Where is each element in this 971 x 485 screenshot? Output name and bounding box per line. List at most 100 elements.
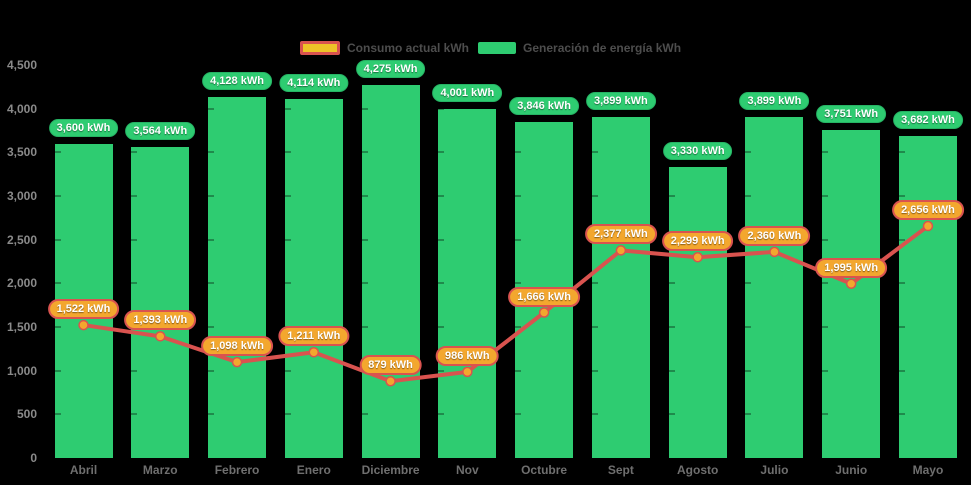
gridline-tick: [515, 151, 522, 154]
consumption-value-label: 2,299 kWh: [661, 231, 734, 252]
generation-value-label: 4,128 kWh: [202, 72, 272, 91]
gridline-tick: [54, 369, 61, 372]
consumption-value-label: 879 kWh: [359, 355, 422, 376]
y-axis-label: 4,500: [6, 58, 37, 72]
gridline-tick: [745, 151, 752, 154]
line-point-agosto[interactable]: [692, 251, 703, 263]
gridline-tick: [591, 369, 598, 372]
gridline-tick: [284, 413, 291, 416]
consumption-value-label: 2,377 kWh: [584, 224, 657, 245]
bar-agosto[interactable]: [668, 167, 727, 458]
line-point-octubre[interactable]: [538, 307, 550, 318]
generation-value-label: 3,330 kWh: [662, 142, 733, 161]
y-axis-label: 4,000: [6, 101, 37, 116]
gridline-tick: [438, 282, 445, 285]
bar-sept[interactable]: [591, 117, 650, 458]
line-point-marzo[interactable]: [155, 331, 166, 342]
gridline-tick: [284, 107, 291, 110]
gridline-tick: [208, 413, 215, 416]
bar-enero[interactable]: [284, 98, 343, 458]
gridline-tick: [361, 107, 368, 110]
gridline-tick: [438, 326, 445, 328]
y-axis-label: 2,500: [6, 232, 37, 247]
gridline-tick: [131, 238, 138, 241]
gridline-tick: [591, 151, 598, 154]
x-axis-label: Nov: [456, 463, 479, 477]
bar-junio[interactable]: [822, 130, 881, 458]
gridline-tick: [822, 326, 829, 328]
gridline-tick: [822, 413, 829, 416]
bar-diciembre[interactable]: [361, 84, 420, 458]
gridline-tick: [668, 326, 675, 328]
bar-febrero[interactable]: [208, 97, 267, 458]
gridline-tick: [438, 107, 445, 110]
gridline-tick: [668, 369, 675, 372]
consumption-value-label: 1,211 kWh: [278, 326, 350, 347]
gridline-tick: [54, 282, 61, 285]
line-point-nov[interactable]: [462, 366, 473, 378]
consumption-value-label: 1,995 kWh: [815, 257, 888, 278]
line-point-sept[interactable]: [615, 245, 627, 256]
gridline-tick: [131, 151, 138, 154]
consumption-value-label: 1,393 kWh: [124, 310, 197, 331]
gridline-tick: [515, 369, 522, 372]
x-axis-label: Enero: [296, 463, 331, 477]
gridline-tick: [54, 151, 61, 154]
gridline-tick: [361, 151, 368, 154]
y-axis-label: 500: [16, 407, 37, 422]
gridline-tick: [515, 282, 522, 285]
gridline-tick: [822, 195, 829, 197]
gridline-tick: [284, 151, 291, 154]
generation-value-label: 3,564 kWh: [125, 121, 196, 140]
gridline-tick: [898, 326, 905, 328]
line-point-mayo[interactable]: [922, 220, 934, 232]
legend-item-consumo[interactable]: Consumo actual kWh: [300, 41, 469, 55]
x-axis-label: Agosto: [676, 463, 719, 477]
x-axis-label: Diciembre: [361, 463, 420, 477]
legend-item-generacion[interactable]: Generación de energía kWh: [478, 41, 681, 55]
gridline-tick: [54, 326, 61, 328]
x-axis-label: Junio: [835, 463, 868, 477]
line-point-julio[interactable]: [769, 246, 780, 258]
y-axis-label: 3,500: [6, 145, 37, 160]
line-point-diciembre[interactable]: [385, 375, 396, 387]
gridline-tick: [438, 195, 445, 197]
gridline-tick: [208, 369, 215, 372]
bar-mayo[interactable]: [898, 136, 957, 458]
gridline-tick: [668, 282, 675, 285]
gridline-tick: [361, 282, 368, 285]
gridline-tick: [361, 238, 368, 241]
gridline-tick: [131, 413, 138, 416]
x-axis-label: Octubre: [521, 463, 568, 477]
gridline-tick: [438, 238, 445, 241]
gridline-tick: [745, 413, 752, 416]
bar-nov[interactable]: [438, 108, 497, 458]
gridline-tick: [822, 238, 829, 241]
line-point-febrero[interactable]: [231, 356, 243, 368]
gridline-tick: [284, 369, 291, 372]
gridline-tick: [284, 195, 291, 197]
consumption-value-label: 2,656 kWh: [892, 200, 964, 221]
gridline-tick: [898, 238, 905, 241]
gridline-tick: [438, 369, 445, 372]
consumption-value-label: 986 kWh: [436, 345, 499, 366]
gridline-tick: [898, 195, 905, 197]
line-point-abril[interactable]: [78, 319, 89, 331]
gridline-tick: [591, 195, 598, 197]
bar-julio[interactable]: [745, 117, 804, 458]
line-point-enero[interactable]: [308, 346, 320, 358]
bar-marzo[interactable]: [131, 146, 190, 458]
generation-value-label: 4,114 kWh: [279, 73, 349, 92]
gridline-tick: [822, 151, 829, 154]
generation-value-label: 3,600 kWh: [48, 118, 119, 137]
gridline-tick: [591, 413, 598, 416]
gridline-tick: [131, 282, 138, 285]
legend-label-consumo: Consumo actual kWh: [347, 41, 470, 55]
generation-value-label: 3,751 kWh: [816, 105, 887, 124]
legend-label-generacion: Generación de energía kWh: [523, 41, 682, 55]
gridline-tick: [284, 238, 291, 241]
line-point-junio[interactable]: [845, 278, 857, 290]
y-axis-label: 0: [30, 451, 37, 465]
gridline-tick: [208, 107, 215, 110]
